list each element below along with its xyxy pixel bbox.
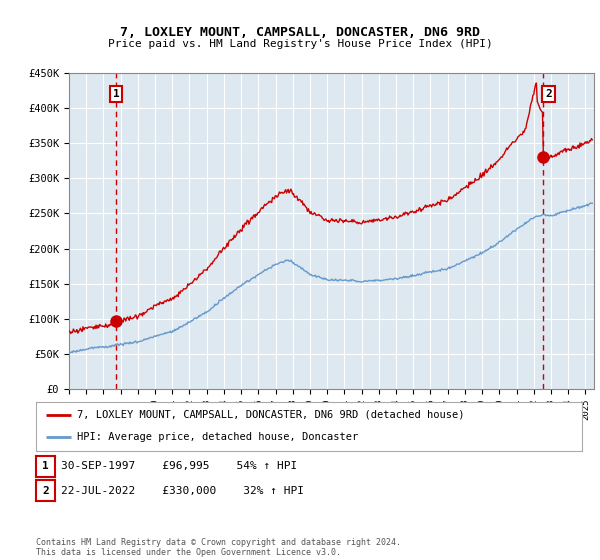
Text: 7, LOXLEY MOUNT, CAMPSALL, DONCASTER, DN6 9RD: 7, LOXLEY MOUNT, CAMPSALL, DONCASTER, DN… — [120, 26, 480, 39]
Text: 1: 1 — [113, 89, 120, 99]
Text: Contains HM Land Registry data © Crown copyright and database right 2024.
This d: Contains HM Land Registry data © Crown c… — [36, 538, 401, 557]
Text: Price paid vs. HM Land Registry's House Price Index (HPI): Price paid vs. HM Land Registry's House … — [107, 39, 493, 49]
Text: 7, LOXLEY MOUNT, CAMPSALL, DONCASTER, DN6 9RD (detached house): 7, LOXLEY MOUNT, CAMPSALL, DONCASTER, DN… — [77, 410, 464, 420]
Text: 2: 2 — [545, 89, 552, 99]
Text: HPI: Average price, detached house, Doncaster: HPI: Average price, detached house, Donc… — [77, 432, 358, 442]
Text: 30-SEP-1997    £96,995    54% ↑ HPI: 30-SEP-1997 £96,995 54% ↑ HPI — [61, 461, 298, 472]
Text: 22-JUL-2022    £330,000    32% ↑ HPI: 22-JUL-2022 £330,000 32% ↑ HPI — [61, 486, 304, 496]
Text: 1: 1 — [42, 461, 49, 472]
Text: 2: 2 — [42, 486, 49, 496]
